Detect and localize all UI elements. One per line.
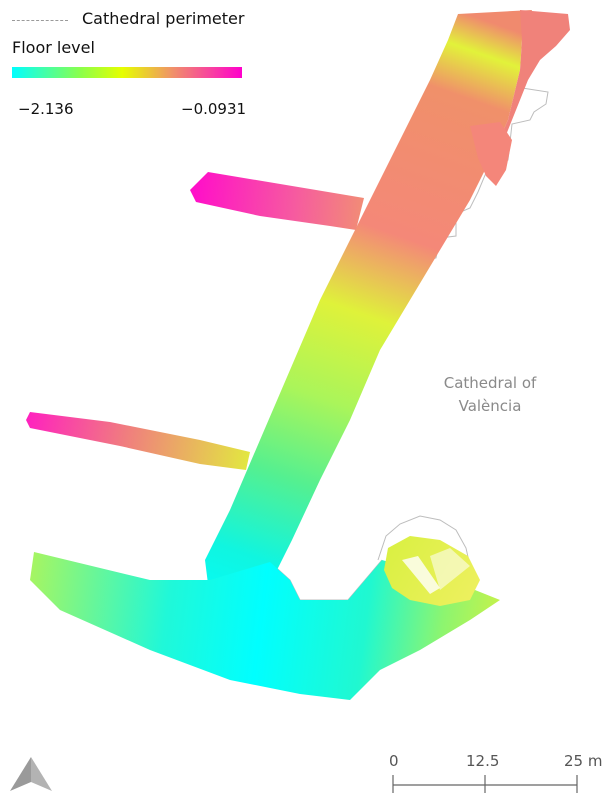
legend-color-ramp <box>12 67 242 78</box>
place-label-line1: Cathedral of <box>443 374 537 392</box>
legend-perimeter-label: Cathedral perimeter <box>82 9 245 28</box>
north-arrow-icon <box>10 757 52 791</box>
floor-upper-wing <box>190 172 364 230</box>
legend-title: Floor level <box>12 38 95 57</box>
dome-white-rays <box>402 556 440 594</box>
scale-bar <box>392 775 578 793</box>
place-label: Cathedral of València <box>430 372 550 418</box>
floor-plaza <box>30 552 500 700</box>
legend-max-value: −0.0931 <box>181 100 247 118</box>
place-label-line2: València <box>458 397 522 415</box>
scale-label-mid: 12.5 <box>466 752 500 770</box>
floor-upper-right <box>490 10 570 160</box>
scale-label-end: 25 m <box>564 752 603 770</box>
legend-min-value: −2.136 <box>18 100 74 118</box>
floor-fragment-1 <box>470 122 512 186</box>
scale-label-0: 0 <box>389 752 399 770</box>
floor-main-band <box>205 10 532 600</box>
floor-middle-wing <box>26 412 250 470</box>
legend-perimeter-swatch <box>12 20 68 21</box>
dome-white-rays <box>430 548 470 590</box>
